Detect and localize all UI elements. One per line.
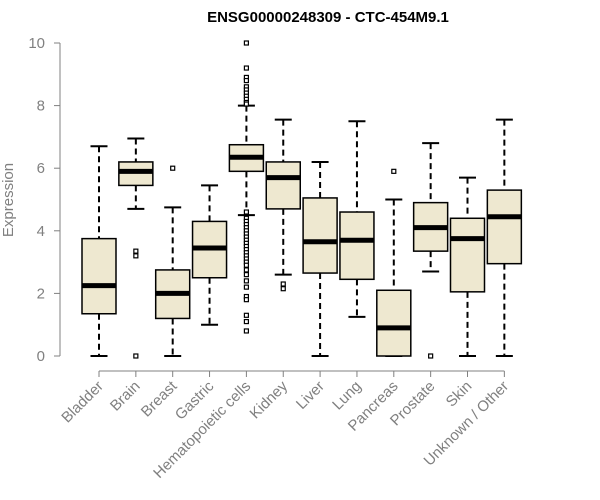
iqr-box bbox=[339, 211, 375, 281]
y-tick-label: 2 bbox=[37, 285, 45, 302]
y-axis: 0 2 4 6 8 10 bbox=[28, 35, 61, 365]
outlier-point bbox=[280, 286, 286, 292]
outlier-point bbox=[428, 353, 434, 359]
outlier-point bbox=[243, 267, 249, 273]
y-tick-label: 10 bbox=[28, 35, 45, 52]
box-lung bbox=[339, 120, 375, 318]
box-kidney bbox=[265, 118, 301, 292]
outlier-point bbox=[133, 353, 139, 359]
y-axis-label: Expression bbox=[0, 163, 17, 237]
iqr-box bbox=[302, 197, 338, 274]
outlier-point bbox=[243, 209, 249, 215]
box-brain bbox=[118, 137, 154, 359]
outlier-point bbox=[170, 165, 176, 171]
box-bladder bbox=[81, 145, 117, 357]
box-series bbox=[81, 40, 523, 359]
x-tick-label: Kidney bbox=[247, 377, 292, 422]
x-tick-label: Bladder bbox=[58, 378, 107, 427]
box-unknown-other bbox=[486, 118, 523, 357]
outlier-point bbox=[391, 168, 397, 174]
box-hematopoietic-cells bbox=[228, 40, 265, 334]
y-tick-label: 4 bbox=[37, 223, 45, 240]
outlier-point bbox=[243, 101, 249, 107]
y-tick-label: 8 bbox=[37, 98, 45, 115]
iqr-box bbox=[265, 161, 301, 210]
outlier-point bbox=[243, 77, 249, 84]
outlier-point bbox=[243, 284, 249, 290]
outlier-point bbox=[243, 278, 249, 284]
box-skin bbox=[449, 176, 486, 357]
outlier-point bbox=[133, 253, 139, 259]
x-tick-label: Skin bbox=[443, 378, 476, 411]
y-tick-label: 6 bbox=[37, 160, 45, 177]
outlier-point bbox=[133, 248, 139, 254]
iqr-box bbox=[486, 189, 523, 265]
iqr-box bbox=[449, 217, 486, 293]
iqr-box bbox=[81, 237, 117, 315]
x-tick-label: Liver bbox=[293, 378, 328, 413]
outlier-point bbox=[243, 40, 249, 46]
box-pancreas bbox=[376, 168, 412, 357]
iqr-box bbox=[376, 289, 412, 357]
outlier-point bbox=[243, 312, 249, 318]
outlier-point bbox=[243, 262, 249, 268]
outlier-point bbox=[243, 318, 249, 325]
outlier-point bbox=[243, 297, 249, 303]
box-liver bbox=[302, 160, 338, 357]
outlier-point bbox=[280, 281, 286, 287]
outlier-point bbox=[243, 272, 249, 278]
chart-title: ENSG00000248309 - CTC-454M9.1 bbox=[207, 9, 449, 26]
box-gastric bbox=[191, 184, 228, 326]
outlier-point bbox=[243, 65, 249, 71]
outlier-point bbox=[243, 328, 249, 334]
y-tick-label: 0 bbox=[37, 348, 45, 365]
box-breast bbox=[154, 165, 191, 357]
box-prostate bbox=[412, 142, 449, 359]
